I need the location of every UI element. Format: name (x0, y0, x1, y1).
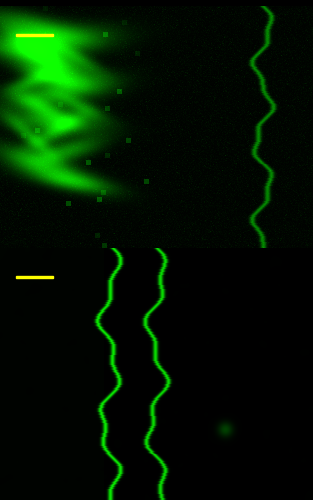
Bar (16, 34, 53, 35)
Bar (16, 276, 53, 278)
